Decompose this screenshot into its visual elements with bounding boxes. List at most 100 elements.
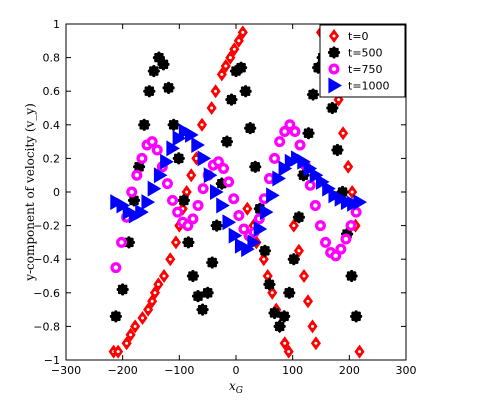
data-point (143, 85, 156, 98)
data-point-center (346, 165, 350, 169)
data-point-lobe (294, 212, 298, 216)
data-point-center (292, 129, 298, 134)
data-point-lobe (256, 168, 261, 172)
data-point (292, 211, 305, 224)
data-point-lobe (351, 311, 355, 315)
y-tick-label: 1 (53, 18, 60, 31)
data-point-lobe (332, 151, 336, 155)
data-point-lobe (215, 219, 219, 223)
data-point (220, 135, 234, 148)
data-point-lobe (239, 89, 243, 93)
data-point-lobe (300, 218, 304, 222)
data-point-lobe (150, 86, 155, 90)
data-point-lobe (236, 62, 240, 67)
data-point-lobe (194, 271, 198, 275)
data-point-lobe (172, 156, 176, 160)
data-point-lobe (145, 120, 149, 124)
data-point-lobe (154, 59, 158, 63)
data-point-lobe (163, 89, 167, 93)
data-point-center (153, 291, 157, 295)
data-point-lobe (327, 103, 331, 107)
data-point-lobe (147, 69, 151, 73)
data-point-lobe (245, 129, 249, 133)
data-point-lobe (211, 227, 216, 231)
data-point-lobe (197, 304, 201, 309)
data-point (167, 118, 180, 131)
data-point-lobe (244, 66, 248, 70)
data-point-lobe (354, 310, 358, 314)
legend-marker-center (332, 34, 336, 38)
data-point (287, 253, 300, 266)
data-point-center (125, 341, 129, 345)
data-point (247, 234, 261, 251)
data-point-center (190, 216, 196, 222)
data-point (272, 170, 286, 187)
data-point-lobe (213, 257, 217, 261)
data-point-lobe (117, 317, 121, 322)
data-point-lobe (248, 131, 252, 135)
data-point-lobe (200, 303, 205, 307)
data-point-lobe (274, 327, 279, 332)
data-point (109, 310, 122, 323)
data-point-lobe (189, 243, 194, 248)
data-point-lobe (354, 319, 358, 323)
data-point-lobe (132, 203, 136, 207)
data-point-lobe (342, 229, 346, 233)
data-point-lobe (248, 89, 252, 93)
data-point-lobe (147, 123, 151, 127)
data-point-center (353, 209, 359, 215)
data-point-lobe (271, 285, 275, 290)
data-point-lobe (183, 237, 187, 241)
data-point-lobe (129, 201, 133, 206)
data-point-lobe (204, 311, 208, 315)
x-axis-label: xG (229, 379, 243, 396)
legend-marker-lobe (329, 47, 333, 51)
data-point-lobe (263, 253, 267, 257)
data-point-lobe (272, 282, 276, 286)
data-point-lobe (292, 253, 296, 257)
data-point-lobe (266, 252, 270, 256)
data-point-center (149, 139, 155, 144)
data-point-lobe (124, 291, 128, 295)
legend-marker-lobe (332, 55, 336, 59)
legend-label: t=0 (348, 30, 369, 43)
data-point-center (272, 156, 277, 161)
data-point-lobe (135, 201, 139, 206)
data-point-lobe (287, 257, 291, 261)
legend-marker (328, 77, 342, 94)
data-point-lobe (188, 277, 192, 281)
data-point-lobe (228, 143, 232, 147)
data-point-lobe (182, 194, 186, 198)
data-point-lobe (268, 311, 272, 315)
data-point-center (195, 203, 201, 208)
data-point-center (200, 123, 204, 127)
data-point-lobe (353, 271, 357, 275)
data-point-lobe (118, 314, 122, 318)
data-point-lobe (225, 144, 229, 148)
data-point-lobe (359, 314, 363, 318)
data-point-lobe (303, 134, 307, 138)
data-point-lobe (189, 237, 194, 241)
data-point-lobe (161, 56, 166, 60)
data-point-center (185, 223, 191, 228)
data-point-center (168, 257, 172, 261)
data-point-lobe (177, 152, 181, 156)
data-point-center (333, 253, 338, 259)
data-point (185, 126, 199, 143)
data-point-lobe (267, 249, 271, 253)
data-point-lobe (278, 314, 282, 318)
data-point-lobe (202, 294, 207, 298)
data-point-center (306, 299, 310, 303)
y-tick-label: −0.2 (33, 220, 60, 233)
data-point-lobe (202, 288, 207, 292)
data-point-lobe (306, 173, 310, 177)
data-point-lobe (333, 109, 338, 113)
data-point-center (341, 131, 345, 135)
data-point-lobe (236, 69, 240, 73)
data-point-center (282, 129, 287, 134)
data-point-lobe (339, 151, 343, 155)
data-point-lobe (311, 131, 315, 135)
data-point-lobe (172, 118, 176, 122)
data-point-center (338, 246, 344, 252)
data-point-lobe (260, 252, 264, 256)
